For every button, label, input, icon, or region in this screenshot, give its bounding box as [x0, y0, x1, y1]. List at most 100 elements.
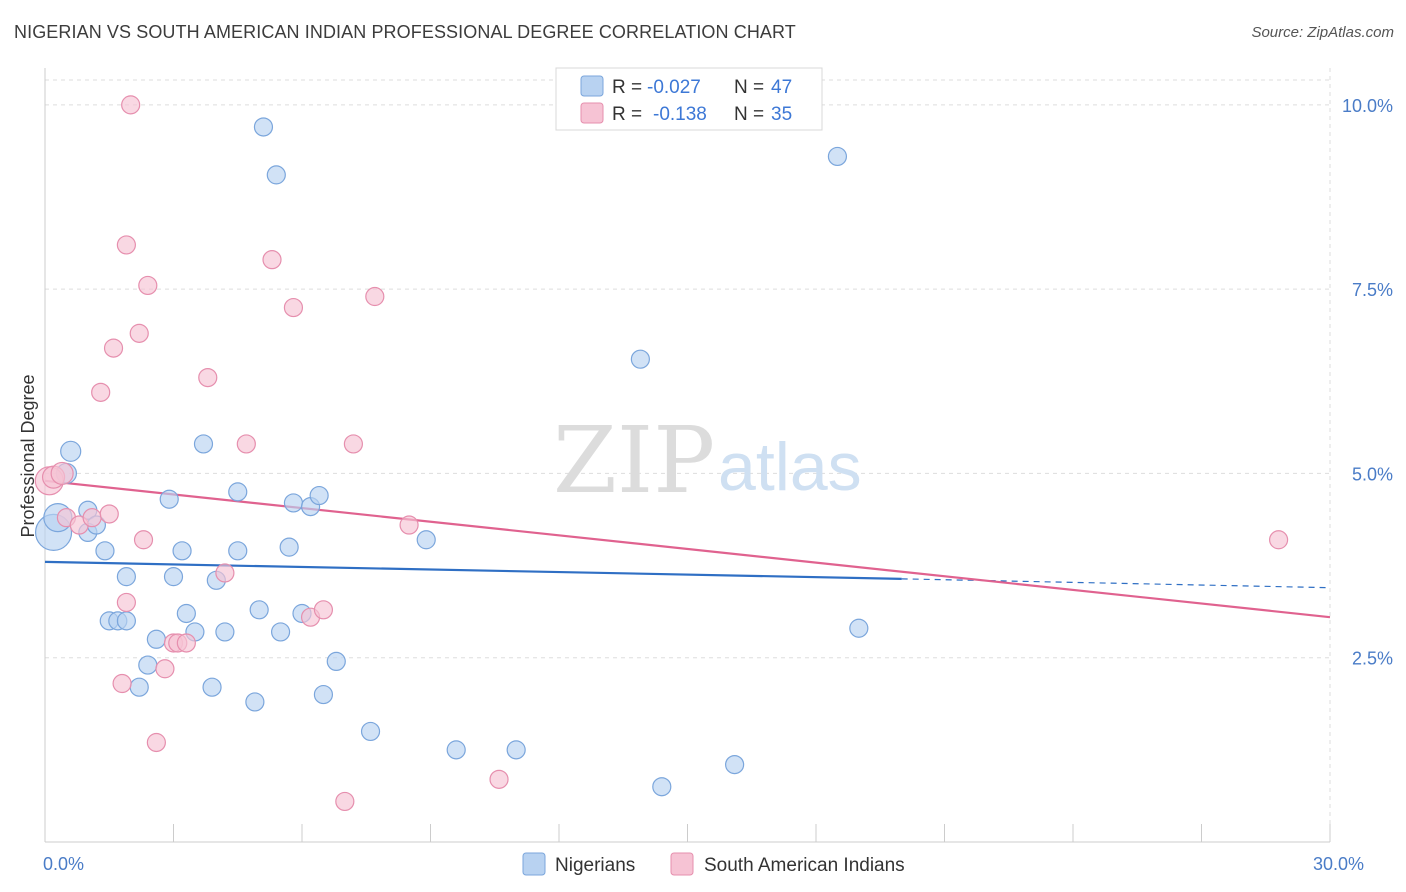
watermark-zip: ZIP	[553, 407, 715, 514]
data-point	[360, 721, 381, 742]
data-point	[95, 541, 115, 561]
data-point	[313, 600, 334, 620]
data-point	[253, 117, 274, 137]
legend-r-value-2: -0.138	[653, 104, 707, 125]
data-point	[313, 684, 334, 705]
data-point	[849, 618, 869, 638]
data-point	[270, 622, 291, 642]
y-axis-label: Professional Degree	[18, 374, 38, 537]
data-point	[335, 791, 355, 812]
data-point	[202, 677, 222, 697]
data-point	[725, 754, 745, 775]
legend-n-label-1: N =	[734, 77, 764, 98]
y-tick-label: 2.5%	[1352, 649, 1393, 669]
data-point	[283, 493, 304, 513]
data-point	[155, 659, 175, 679]
data-point	[146, 732, 166, 753]
data-point	[215, 622, 235, 642]
legend-swatch-south-american-indians	[580, 102, 604, 124]
data-point	[116, 592, 136, 613]
data-point	[283, 297, 304, 318]
data-point	[99, 504, 119, 524]
series-legend-swatch-south-american-indians	[670, 852, 694, 876]
data-point	[121, 95, 141, 115]
data-point	[365, 286, 385, 307]
data-point	[266, 165, 286, 185]
data-point	[236, 434, 256, 454]
trend-line-nigerians	[44, 560, 902, 580]
legend-n-value-1: 47	[771, 77, 792, 98]
data-point	[228, 541, 248, 561]
legend-n-label-2: N =	[734, 104, 764, 125]
y-tick-labels: 2.5% 5.0% 7.5% 10.0%	[1342, 96, 1393, 669]
data-point	[176, 633, 196, 653]
data-point	[245, 692, 265, 712]
legend-n-value-2: 35	[771, 104, 792, 125]
data-point	[262, 250, 282, 270]
data-point	[60, 440, 82, 462]
data-point	[116, 235, 136, 255]
trend-lines	[44, 479, 1331, 619]
watermark: ZIP atlas	[553, 407, 862, 514]
series-legend-label-south-american-indians: South American Indians	[704, 855, 905, 876]
data-point	[133, 530, 154, 550]
data-point	[489, 769, 509, 789]
data-point	[416, 530, 436, 550]
legend-r-label-2: R =	[612, 104, 642, 125]
x-tick-label-max: 30.0%	[1313, 854, 1364, 874]
data-point	[343, 434, 363, 454]
y-tick-label: 7.5%	[1352, 280, 1393, 300]
data-point	[506, 740, 526, 760]
series-legend-swatch-nigerians	[522, 852, 546, 876]
series-nigerians	[34, 117, 869, 797]
data-point	[326, 651, 346, 672]
y-tick-label: 5.0%	[1352, 464, 1393, 484]
correlation-legend: R = -0.027 N = 47 R = -0.138 N = 35	[555, 67, 823, 131]
data-point	[91, 382, 111, 402]
data-point	[827, 146, 848, 167]
legend-r-label-1: R =	[612, 77, 642, 98]
data-point	[446, 740, 466, 760]
trend-line-south-american-indians	[44, 479, 1331, 619]
trend-line-extension-nigerians	[901, 578, 1331, 589]
data-point	[399, 515, 419, 535]
data-point	[198, 368, 218, 388]
x-tick-label-min: 0.0%	[43, 854, 84, 874]
data-point	[50, 461, 74, 486]
data-point	[652, 777, 672, 797]
data-point	[82, 508, 102, 528]
data-point	[138, 275, 158, 296]
axes	[44, 68, 1331, 843]
data-point	[103, 338, 124, 358]
data-point	[138, 655, 158, 675]
series-south-american-indians	[34, 95, 1289, 812]
chart-title: NIGERIAN VS SOUTH AMERICAN INDIAN PROFES…	[14, 22, 796, 42]
data-point	[309, 485, 329, 506]
data-point	[163, 567, 184, 587]
watermark-atlas: atlas	[718, 429, 862, 505]
data-point	[228, 482, 248, 502]
data-point	[146, 629, 166, 649]
legend-r-value-1: -0.027	[647, 77, 701, 98]
data-point	[176, 603, 196, 624]
data-point	[193, 434, 214, 454]
data-points	[34, 95, 1289, 812]
data-point	[129, 677, 149, 697]
data-point	[116, 611, 136, 631]
data-point	[112, 673, 132, 694]
data-point	[279, 537, 299, 557]
y-tick-label: 10.0%	[1342, 96, 1393, 116]
data-point	[215, 563, 235, 583]
x-tick-labels: 0.0% 30.0%	[43, 854, 1364, 874]
data-point	[129, 323, 149, 343]
data-point	[249, 600, 269, 620]
data-point	[172, 541, 192, 561]
source-label: Source: ZipAtlas.com	[1251, 24, 1394, 41]
legend-swatch-nigerians	[580, 75, 604, 97]
data-point	[630, 349, 650, 369]
series-legend: Nigerians South American Indians	[522, 852, 905, 876]
series-legend-label-nigerians: Nigerians	[555, 855, 635, 876]
data-point	[116, 567, 136, 587]
data-point	[1268, 530, 1289, 550]
